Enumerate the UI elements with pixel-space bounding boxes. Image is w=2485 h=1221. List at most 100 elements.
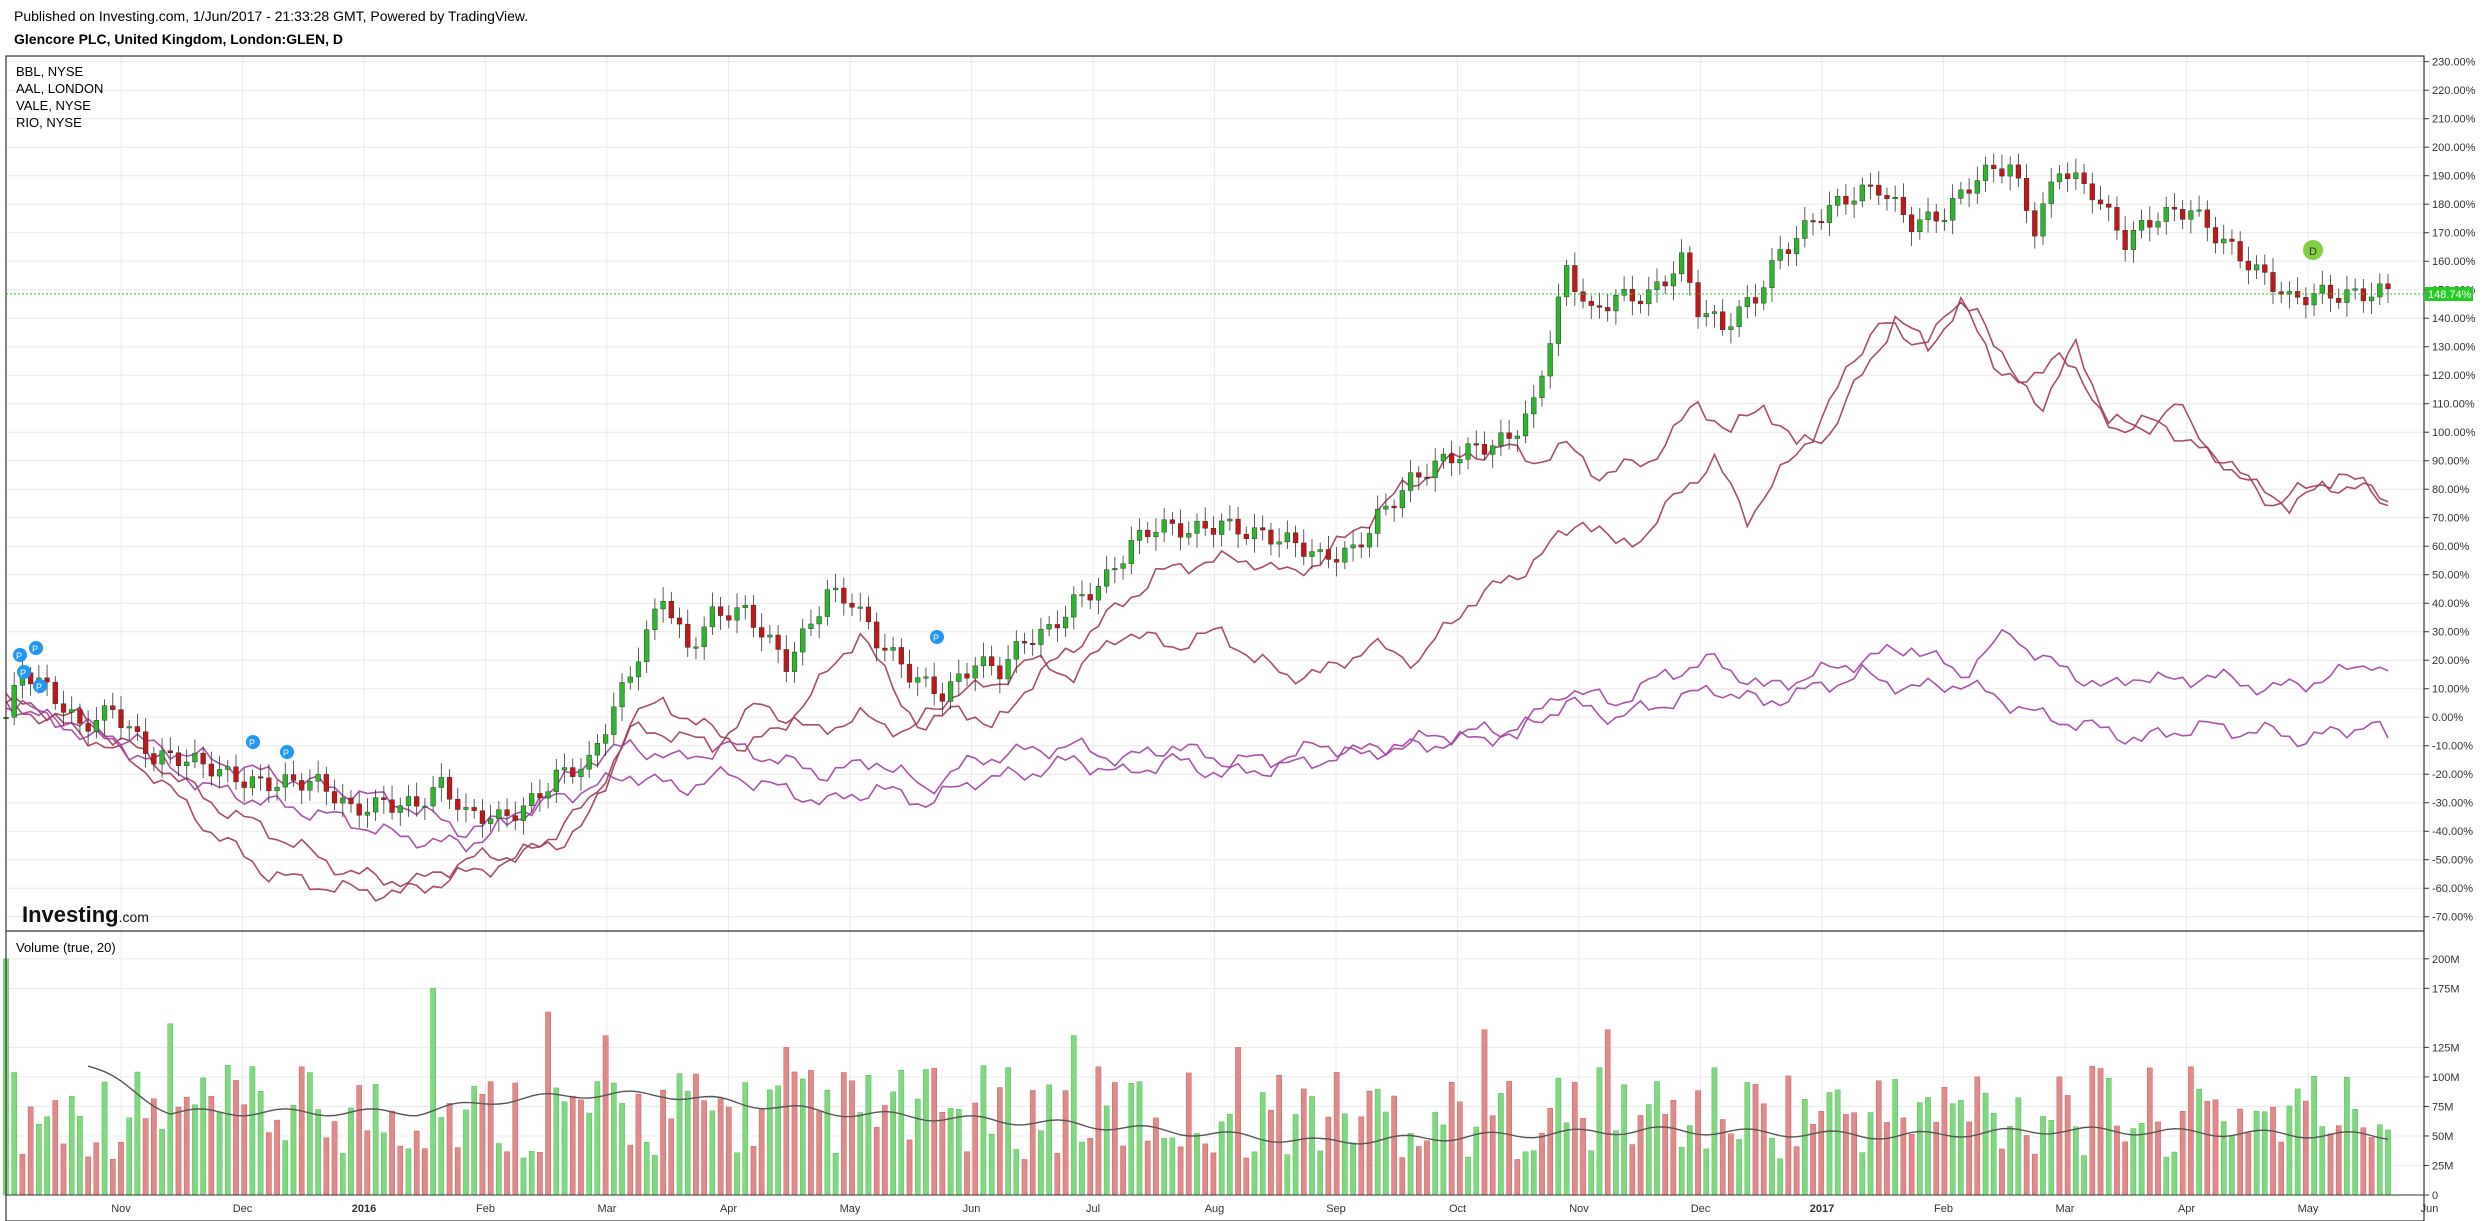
volume-bar (1818, 1111, 1825, 1196)
volume-bar (1539, 1133, 1545, 1196)
candle-body (1169, 519, 1175, 524)
candle-body (2237, 241, 2243, 262)
candle-body (1892, 197, 1898, 199)
candle-body (2138, 220, 2145, 231)
candle-body (1711, 311, 1718, 314)
candle-body (1908, 214, 1915, 232)
volume-bar (1489, 1115, 1496, 1196)
candle-body (504, 809, 510, 816)
candle-body (1317, 549, 1323, 552)
volume-tick-label: 0 (2432, 1190, 2438, 1202)
volume-bar (1259, 1092, 1266, 1196)
last-price-text: 148.74% (2428, 289, 2472, 301)
volume-bar (2360, 1127, 2367, 1196)
candle-body (1761, 287, 1767, 304)
candle-body (455, 799, 461, 810)
volume-bar (1432, 1111, 1438, 1196)
volume-moving-average (87, 1065, 2389, 1145)
candle-body (1851, 200, 1857, 205)
candle-body (1835, 196, 1841, 206)
candle-body (561, 767, 568, 771)
candle-body (1268, 529, 1274, 545)
volume-bar (216, 1111, 223, 1196)
volume-bar (175, 1106, 182, 1196)
candle-body (1334, 559, 1340, 563)
y-tick-label: -70.00% (2432, 912, 2473, 924)
volume-bar (298, 1066, 305, 1196)
candle-body (2286, 291, 2293, 295)
volume-bar (841, 1072, 847, 1196)
volume-bar (1161, 1138, 1167, 1196)
candle-body (1596, 305, 1603, 308)
volume-bar (85, 1156, 91, 1196)
volume-bar (569, 1095, 576, 1196)
candle-body (906, 663, 913, 683)
candle-body (233, 766, 239, 783)
candle-body (1999, 168, 2005, 177)
candle-body (2336, 298, 2342, 303)
volume-bar (397, 1145, 404, 1196)
volume-bar (1333, 1072, 1340, 1196)
x-tick-label: Apr (720, 1203, 737, 1215)
volume-bar (372, 1084, 379, 1196)
candle-body (529, 793, 535, 807)
candle-body (1383, 505, 1389, 510)
volume-bar (652, 1155, 658, 1196)
volume-bar (1530, 1150, 1537, 1196)
volume-bar (224, 1064, 231, 1196)
candle-body (479, 810, 486, 824)
candle-body (1991, 164, 1997, 169)
candle-body (783, 649, 789, 672)
grid (6, 56, 2430, 1196)
p-marker-circle (280, 745, 294, 759)
candle-body (956, 673, 962, 682)
candle-body (471, 807, 477, 811)
candle-body (69, 709, 75, 713)
volume-bar (60, 1143, 67, 1196)
candle-body (2065, 173, 2071, 179)
candle-body (915, 677, 921, 683)
candle-body (2122, 230, 2128, 250)
candle-body (1366, 533, 1373, 548)
legend-item-rio: RIO, NYSE (16, 115, 82, 130)
y-tick-label: 110.00% (2432, 399, 2475, 411)
volume-bar (1112, 1082, 1118, 1196)
candle-body (2319, 284, 2325, 294)
candle-body (947, 681, 954, 702)
volume-bar (422, 1148, 428, 1196)
volume-bar (1227, 1113, 1233, 1196)
legend-item-aal: AAL, LONDON (16, 81, 103, 96)
volume-bar (660, 1090, 666, 1196)
volume-bar (758, 1109, 765, 1196)
candle-body (1802, 220, 1808, 239)
candle-body (1473, 443, 1479, 446)
volume-bar (413, 1130, 420, 1196)
candle-body (1399, 490, 1405, 509)
volume-label: Volume (true, 20) (16, 940, 116, 955)
series-line-bbl (5, 295, 2389, 888)
candle-body (1260, 527, 1266, 531)
volume-bar (2327, 1133, 2334, 1196)
candle-body (1177, 523, 1184, 538)
candle-body (200, 752, 206, 765)
volume-bar (997, 1087, 1003, 1196)
candle-body (2188, 210, 2194, 220)
volume-bar (528, 1151, 535, 1196)
volume-bar (2352, 1109, 2358, 1196)
volume-bar (816, 1111, 822, 1196)
candle-body (1457, 459, 1463, 464)
candle-body (578, 768, 584, 777)
candle-body (2352, 288, 2358, 291)
candle-body (1662, 281, 1668, 287)
candle-body (693, 646, 699, 649)
volume-bar (1514, 1159, 1521, 1196)
candle-body (1933, 211, 1939, 222)
candle-body (488, 818, 494, 824)
candle-body (1843, 196, 1849, 205)
volume-bar (1637, 1115, 1644, 1196)
candle-body (1522, 413, 1529, 437)
volume-bar (1719, 1119, 1726, 1196)
candle-body (685, 623, 691, 648)
candle-body (315, 774, 321, 782)
candle-body (1539, 375, 1545, 398)
